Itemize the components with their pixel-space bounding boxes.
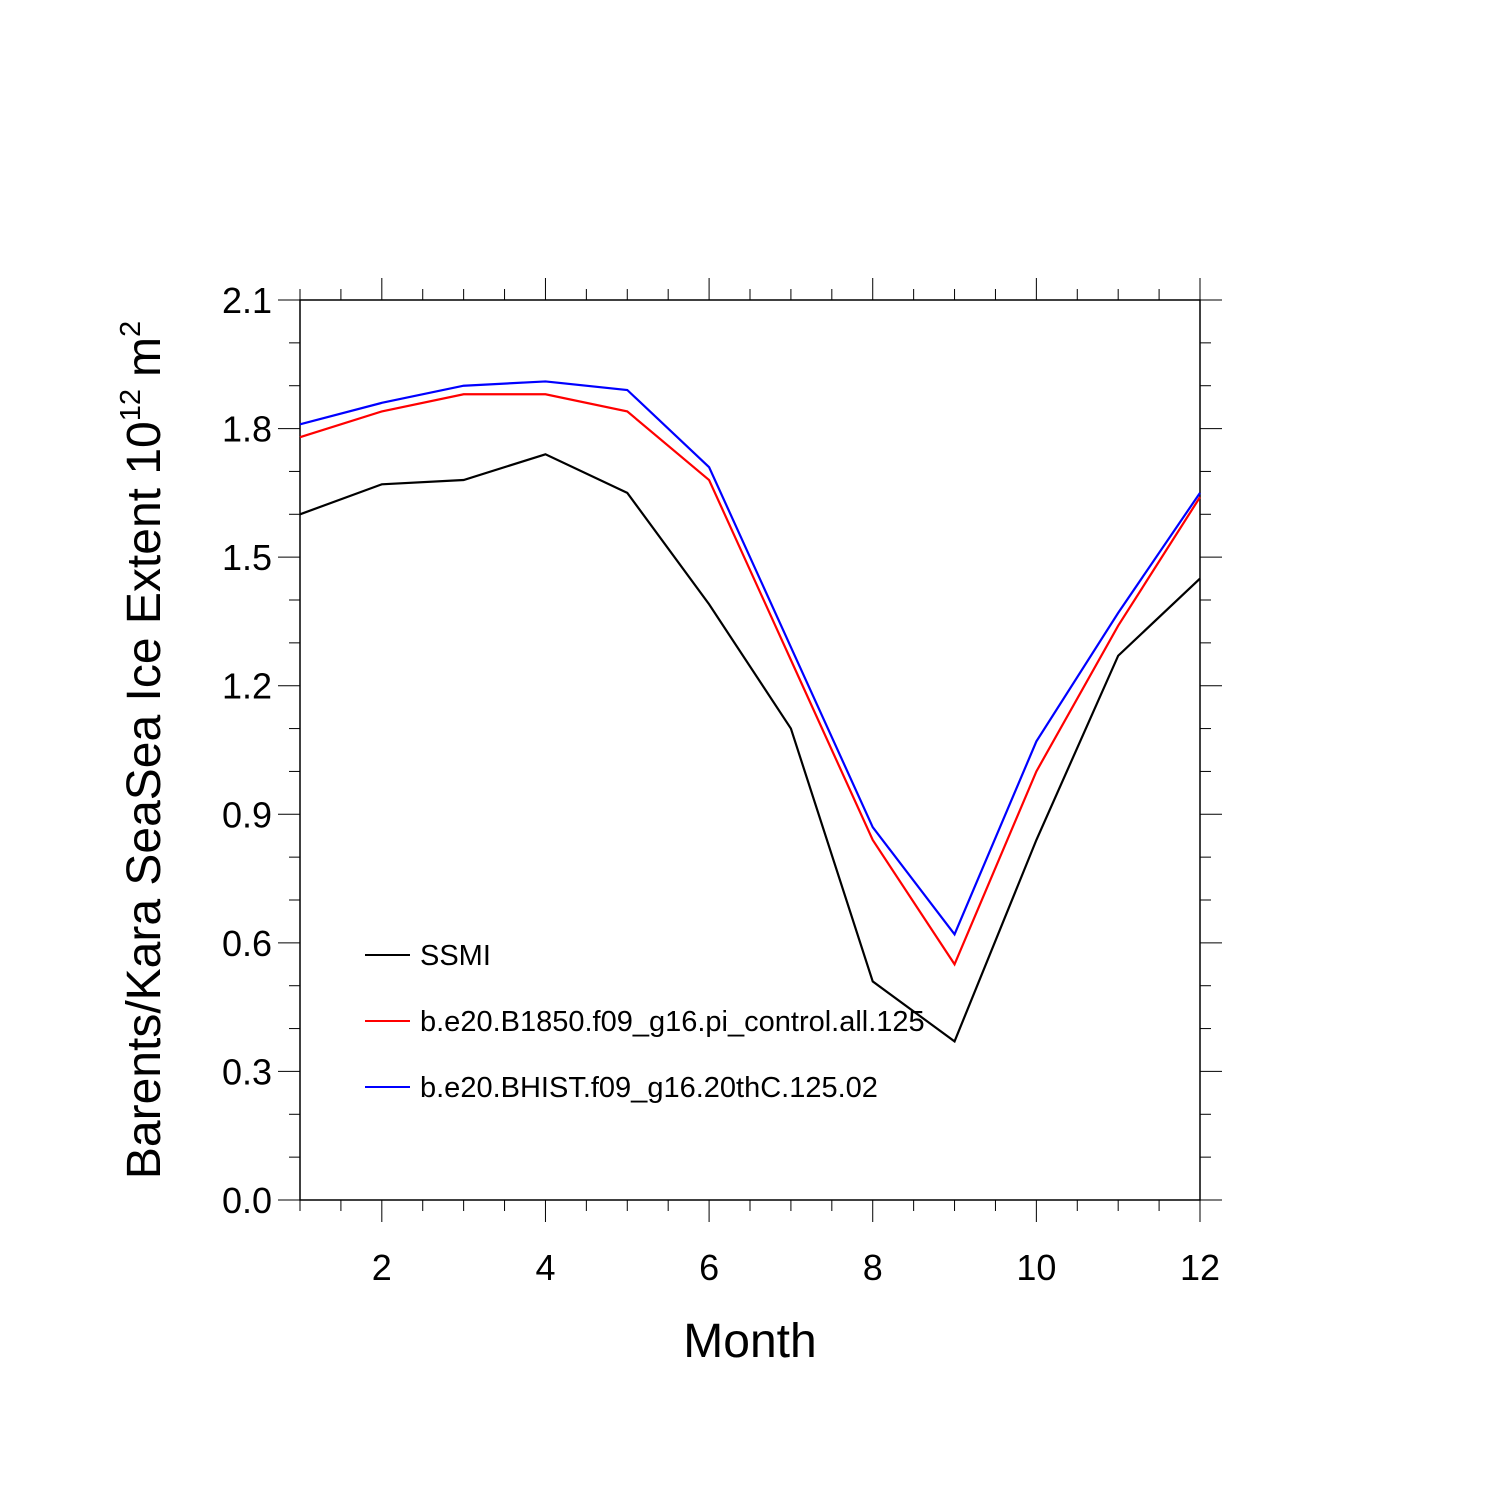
y-tick-label: 0.6 — [222, 923, 272, 964]
major-ticks — [278, 278, 1222, 1222]
y-axis-title-unit: m — [118, 337, 171, 377]
y-tick-label: 2.1 — [222, 280, 272, 321]
legend: SSMI b.e20.B1850.f09_g16.pi_control.all.… — [365, 940, 925, 1104]
y-axis-title-main: Barents/Kara SeaSea Ice Extent 10 — [118, 421, 171, 1179]
legend-label-pi-control: b.e20.B1850.f09_g16.pi_control.all.125 — [420, 1006, 925, 1038]
y-tick-label: 1.8 — [222, 409, 272, 450]
legend-label-bhist: b.e20.BHIST.f09_g16.20thC.125.02 — [420, 1072, 878, 1104]
y-axis-title-exponent: 12 — [115, 389, 147, 421]
y-tick-label: 0.3 — [222, 1051, 272, 1092]
legend-label-ssmi: SSMI — [420, 940, 491, 972]
x-tick-label: 6 — [699, 1247, 719, 1288]
y-tick-label: 1.2 — [222, 666, 272, 707]
x-tick-label: 10 — [1016, 1247, 1056, 1288]
y-tick-label: 1.5 — [222, 537, 272, 578]
y-tick-labels: 0.0 0.3 0.6 0.9 1.2 1.5 1.8 2.1 — [222, 280, 272, 1221]
x-tick-label: 4 — [535, 1247, 555, 1288]
y-tick-label: 0.9 — [222, 794, 272, 835]
x-tick-label: 12 — [1180, 1247, 1220, 1288]
minor-ticks — [289, 289, 1211, 1211]
y-tick-label: 0.0 — [222, 1180, 272, 1221]
y-axis-title-unit-exponent: 2 — [115, 321, 147, 337]
x-tick-label: 8 — [863, 1247, 883, 1288]
series-line-pi-control — [299, 393, 1201, 967]
series-line-bhist — [299, 380, 1201, 937]
x-axis-title: Month — [683, 1315, 816, 1368]
series-line-ssmi — [299, 453, 1201, 1044]
y-axis-title: Barents/Kara SeaSea Ice Extent 1012 m2 — [115, 321, 171, 1179]
plot-frame — [299, 299, 1201, 1201]
x-tick-label: 2 — [372, 1247, 392, 1288]
series-lines — [299, 380, 1201, 1044]
x-tick-labels: 2 4 6 8 10 12 — [372, 1247, 1220, 1288]
